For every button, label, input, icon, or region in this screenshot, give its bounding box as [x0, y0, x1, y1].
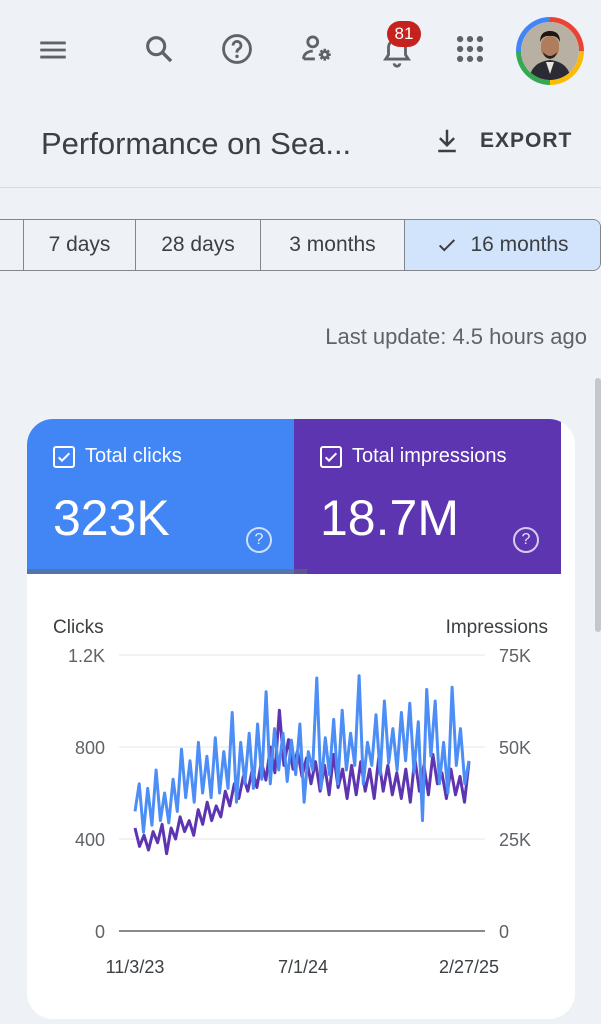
left-tick-label: 400 [75, 830, 105, 850]
total-impressions-tile[interactable]: Total impressions 18.7M ? [294, 419, 561, 574]
export-label: EXPORT [480, 129, 573, 152]
range-28-days[interactable]: 28 days [135, 220, 260, 270]
total-clicks-tile[interactable]: Total clicks 323K ? [27, 419, 294, 574]
last-update-text: Last update: 4.5 hours ago [325, 324, 587, 349]
menu-icon[interactable] [31, 28, 75, 72]
impressions-help-icon[interactable]: ? [513, 527, 539, 553]
total-impressions-label: Total impressions [352, 445, 507, 467]
total-clicks-value: 323K [53, 490, 170, 546]
check-icon [439, 239, 456, 252]
x-tick-label: 2/27/25 [439, 957, 499, 977]
search-icon[interactable] [137, 27, 181, 71]
total-impressions-value: 18.7M [320, 490, 459, 546]
apps-grid-icon[interactable] [448, 27, 492, 71]
series-line-clicks [133, 674, 471, 834]
right-tick-label: 75K [499, 646, 531, 666]
page-header: Performance on Sea... EXPORT [0, 108, 601, 188]
page-scrollbar[interactable] [595, 378, 601, 632]
left-tick-label: 800 [75, 738, 105, 758]
clicks-help-icon[interactable]: ? [246, 527, 272, 553]
right-tick-label: 0 [499, 922, 509, 942]
manage-users-icon[interactable] [295, 27, 339, 71]
tile-divider [27, 569, 307, 574]
impressions-checkbox[interactable] [320, 445, 342, 468]
date-range-selector: 7 days 28 days 3 months 16 months [0, 219, 601, 271]
range-7-days[interactable]: 7 days [23, 220, 135, 270]
avatar [521, 22, 579, 80]
range-3-months[interactable]: 3 months [260, 220, 404, 270]
help-icon[interactable] [215, 27, 259, 71]
range-16-months-label: 16 months [470, 233, 569, 256]
performance-card: Total clicks 323K ? Total impressions 18… [27, 419, 575, 1019]
check-icon [57, 452, 71, 462]
download-icon [438, 129, 456, 153]
total-clicks-label: Total clicks [85, 445, 182, 467]
left-tick-label: 1.2K [68, 646, 105, 666]
range-previous-hidden[interactable] [0, 220, 23, 270]
left-axis-label: Clicks [53, 617, 104, 638]
x-tick-label: 11/3/23 [106, 957, 165, 977]
notification-count-badge: 81 [387, 21, 421, 47]
right-tick-label: 25K [499, 830, 531, 850]
left-tick-label: 0 [95, 922, 105, 942]
clicks-checkbox[interactable] [53, 445, 75, 468]
check-icon [324, 452, 338, 462]
export-button[interactable]: EXPORT [432, 126, 572, 156]
right-tick-label: 50K [499, 738, 531, 758]
range-16-months[interactable]: 16 months [404, 220, 600, 270]
account-avatar[interactable] [516, 17, 584, 85]
top-app-bar: 81 [0, 0, 601, 100]
page-title: Performance on Sea... [41, 126, 352, 161]
x-tick-label: 7/1/24 [278, 957, 328, 977]
performance-chart: Clicks Impressions 1.2K 75K 800 50K 400 25K 0 0… [53, 617, 548, 977]
right-axis-label: Impressions [446, 617, 548, 638]
